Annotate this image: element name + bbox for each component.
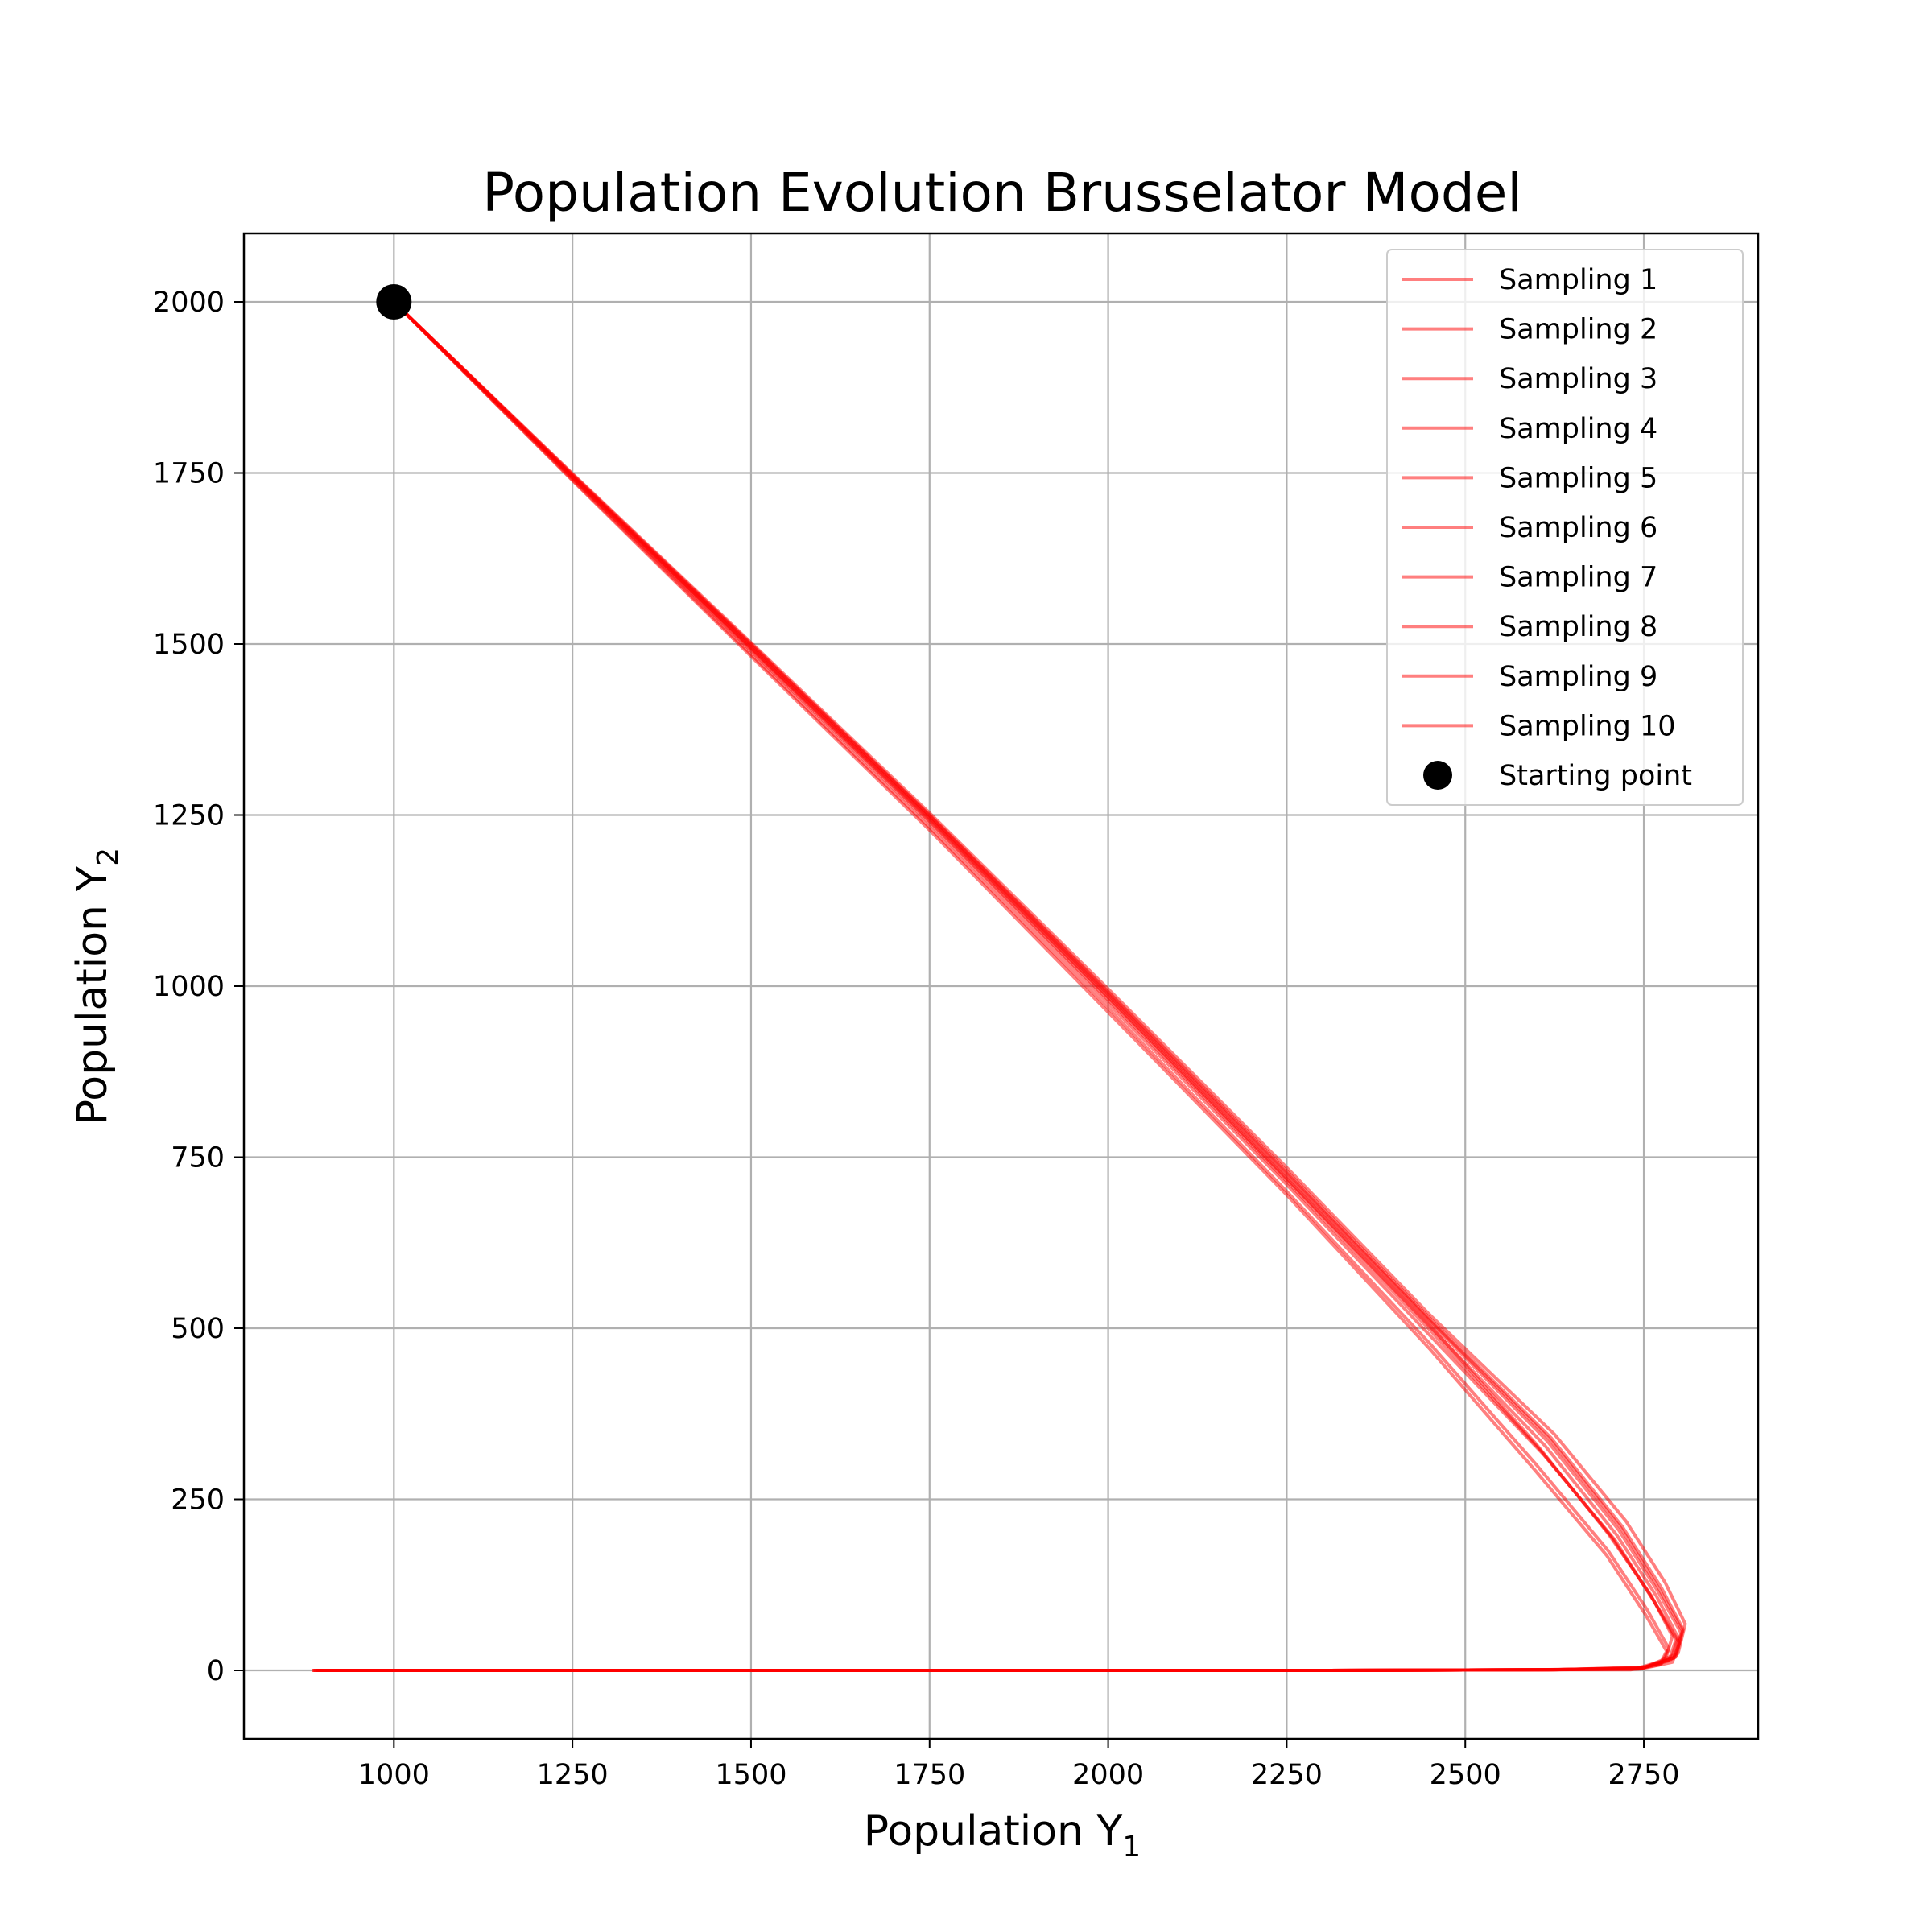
series-layer — [312, 300, 1687, 1672]
legend-label: Sampling 2 — [1499, 314, 1657, 346]
legend-label: Sampling 10 — [1499, 710, 1676, 742]
y-tick-label: 1000 — [153, 971, 225, 1003]
legend-box — [1386, 249, 1744, 806]
x-axis-label: Population Y1 — [864, 1807, 1141, 1864]
x-tick-label: 2250 — [1251, 1759, 1323, 1791]
series-line-sampling-10 — [318, 300, 1684, 1672]
legend-label: Sampling 7 — [1499, 562, 1657, 594]
starting-point-marker — [376, 284, 412, 320]
x-tick-label: 2000 — [1072, 1759, 1144, 1791]
legend-label: Sampling 1 — [1499, 264, 1657, 296]
y-tick-label: 500 — [171, 1313, 225, 1345]
x-tick-label: 1750 — [894, 1759, 965, 1791]
legend-label: Sampling 9 — [1499, 661, 1657, 693]
legend-label: Starting point — [1499, 760, 1692, 792]
legend: Sampling 1 Sampling 2 Sampling 3 Sampling 4… — [1386, 249, 1744, 806]
chart-title: Population Evolution Brusselator Model — [482, 162, 1521, 224]
y-tick-label: 1250 — [153, 800, 225, 832]
y-axis-label: Population Y2 — [68, 848, 125, 1125]
y-tick-label: 250 — [171, 1484, 225, 1517]
x-tick-label: 1000 — [358, 1759, 430, 1791]
start-point-layer — [376, 284, 412, 320]
y-tick-label: 2000 — [153, 287, 225, 319]
x-tick-label: 1500 — [715, 1759, 786, 1791]
legend-label: Sampling 3 — [1499, 363, 1657, 395]
x-axis-ticks: 1000 1250 1500 1750 2000 2250 2500 2750 — [358, 1739, 1680, 1791]
legend-entries: Sampling 1 Sampling 2 Sampling 3 Sampling 4… — [1402, 264, 1692, 792]
y-tick-label: 750 — [171, 1142, 225, 1174]
y-tick-label: 1750 — [153, 458, 225, 490]
legend-label: Sampling 4 — [1499, 413, 1657, 445]
x-tick-label: 1250 — [537, 1759, 609, 1791]
x-tick-label: 2500 — [1430, 1759, 1501, 1791]
legend-label: Sampling 5 — [1499, 462, 1657, 494]
x-tick-label: 2750 — [1608, 1759, 1679, 1791]
y-tick-label: 0 — [207, 1655, 225, 1687]
y-tick-label: 1500 — [153, 629, 225, 661]
legend-label: Sampling 6 — [1499, 512, 1657, 544]
legend-label: Sampling 8 — [1499, 611, 1657, 643]
legend-start-marker — [1423, 761, 1452, 790]
y-axis-ticks: 0 250 500 750 1000 1250 1500 1750 2000 — [153, 287, 244, 1687]
